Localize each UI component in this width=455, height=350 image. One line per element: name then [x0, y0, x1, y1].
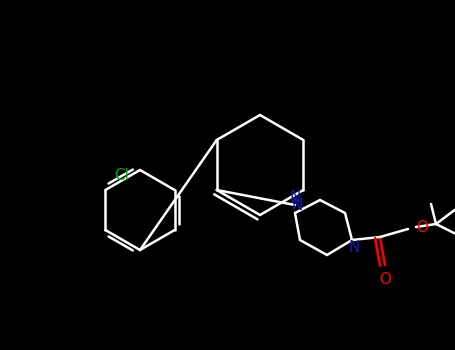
- Text: O: O: [379, 272, 391, 287]
- Text: N: N: [291, 197, 303, 212]
- Text: O: O: [416, 219, 428, 234]
- Text: Cl: Cl: [115, 168, 129, 182]
- Text: N: N: [289, 189, 301, 204]
- Text: N: N: [349, 240, 360, 256]
